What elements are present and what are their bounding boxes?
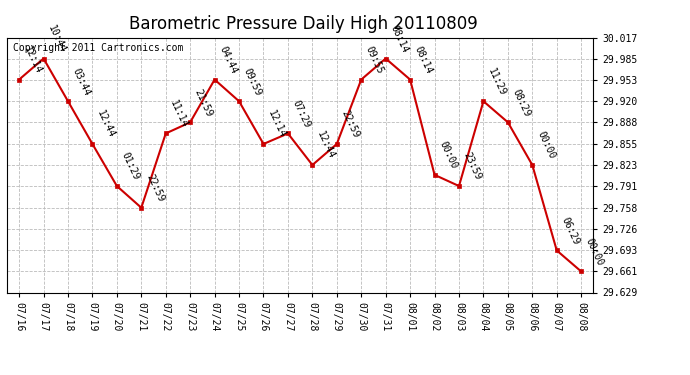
Text: 01:29: 01:29	[119, 151, 141, 182]
Text: 04:44: 04:44	[217, 45, 239, 75]
Text: 11:29: 11:29	[486, 66, 508, 97]
Text: 12:44: 12:44	[95, 109, 117, 140]
Text: 23:59: 23:59	[462, 151, 483, 182]
Text: 21:59: 21:59	[193, 87, 215, 118]
Text: Barometric Pressure Daily High 20110809: Barometric Pressure Daily High 20110809	[129, 15, 478, 33]
Text: 08:14: 08:14	[388, 24, 410, 54]
Text: 03:44: 03:44	[71, 66, 92, 97]
Text: 00:00: 00:00	[584, 237, 605, 267]
Text: 00:00: 00:00	[437, 140, 459, 171]
Text: 12:44: 12:44	[315, 130, 337, 161]
Text: Copyright 2011 Cartronics.com: Copyright 2011 Cartronics.com	[13, 43, 183, 52]
Text: 08:14: 08:14	[413, 45, 435, 75]
Text: 22:59: 22:59	[144, 173, 166, 204]
Text: 12:14: 12:14	[266, 109, 288, 140]
Text: 08:29: 08:29	[511, 87, 532, 118]
Text: 09:59: 09:59	[241, 66, 264, 97]
Text: 10:44: 10:44	[46, 24, 68, 54]
Text: 22:59: 22:59	[339, 109, 361, 140]
Text: 00:00: 00:00	[535, 130, 557, 161]
Text: 12:14: 12:14	[22, 45, 43, 75]
Text: 11:14: 11:14	[168, 99, 190, 129]
Text: 07:29: 07:29	[290, 99, 312, 129]
Text: 09:55: 09:55	[364, 45, 386, 75]
Text: 06:29: 06:29	[560, 215, 581, 246]
